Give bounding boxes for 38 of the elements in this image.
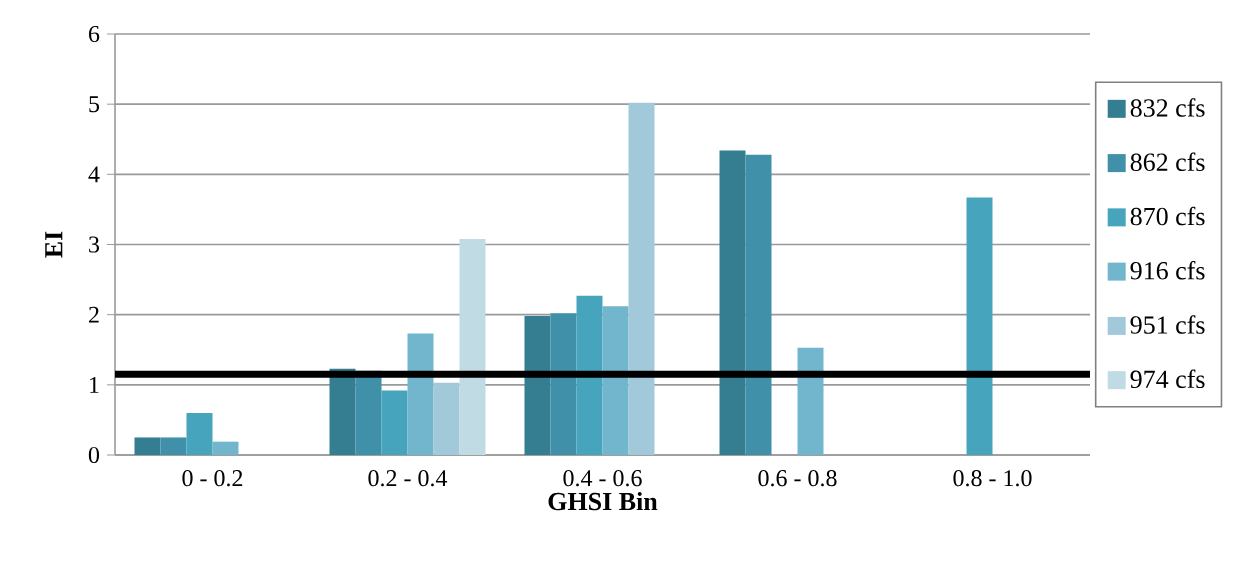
bar bbox=[966, 197, 993, 455]
bar bbox=[550, 313, 577, 455]
y-tick-label: 0 bbox=[88, 446, 100, 464]
x-tick-label: 0.6 - 0.8 bbox=[758, 470, 837, 487]
bar bbox=[160, 437, 187, 455]
bar bbox=[797, 347, 824, 455]
bar bbox=[381, 390, 408, 455]
y-tick-label: 3 bbox=[89, 236, 100, 253]
legend-label: 916 cfs bbox=[1130, 260, 1205, 280]
y-tick-label: 5 bbox=[89, 96, 100, 113]
bar bbox=[433, 382, 460, 455]
legend-label: 974 cfs bbox=[1130, 369, 1205, 389]
legend-label: 870 cfs bbox=[1130, 206, 1205, 226]
bar bbox=[459, 238, 486, 455]
y-axis-title: EI bbox=[45, 231, 63, 258]
bar bbox=[212, 441, 239, 455]
bar bbox=[745, 154, 772, 455]
bar bbox=[329, 368, 356, 455]
bar bbox=[719, 150, 746, 455]
legend-label: 832 cfs bbox=[1130, 98, 1205, 117]
y-tick-label: 6 bbox=[88, 25, 100, 43]
bar bbox=[524, 316, 551, 455]
x-axis-title: GHSI Bin bbox=[548, 492, 658, 511]
legend-label: 951 cfs bbox=[1130, 315, 1205, 334]
y-tick-label: 1 bbox=[90, 376, 99, 393]
y-tick-label: 4 bbox=[88, 166, 100, 183]
bar bbox=[134, 437, 161, 455]
x-tick-label: 0.8 - 1.0 bbox=[953, 470, 1032, 487]
bar bbox=[628, 102, 655, 455]
x-tick-label: 0.4 - 0.6 bbox=[563, 470, 642, 487]
x-tick-label: 0 - 0.2 bbox=[182, 470, 243, 487]
bar bbox=[407, 333, 434, 455]
legend-label: 862 cfs bbox=[1130, 152, 1205, 172]
x-tick-label: 0.2 - 0.4 bbox=[368, 470, 448, 487]
y-tick-label: 2 bbox=[89, 306, 99, 323]
bar bbox=[576, 295, 603, 455]
bar bbox=[602, 306, 629, 455]
bar bbox=[186, 412, 213, 455]
